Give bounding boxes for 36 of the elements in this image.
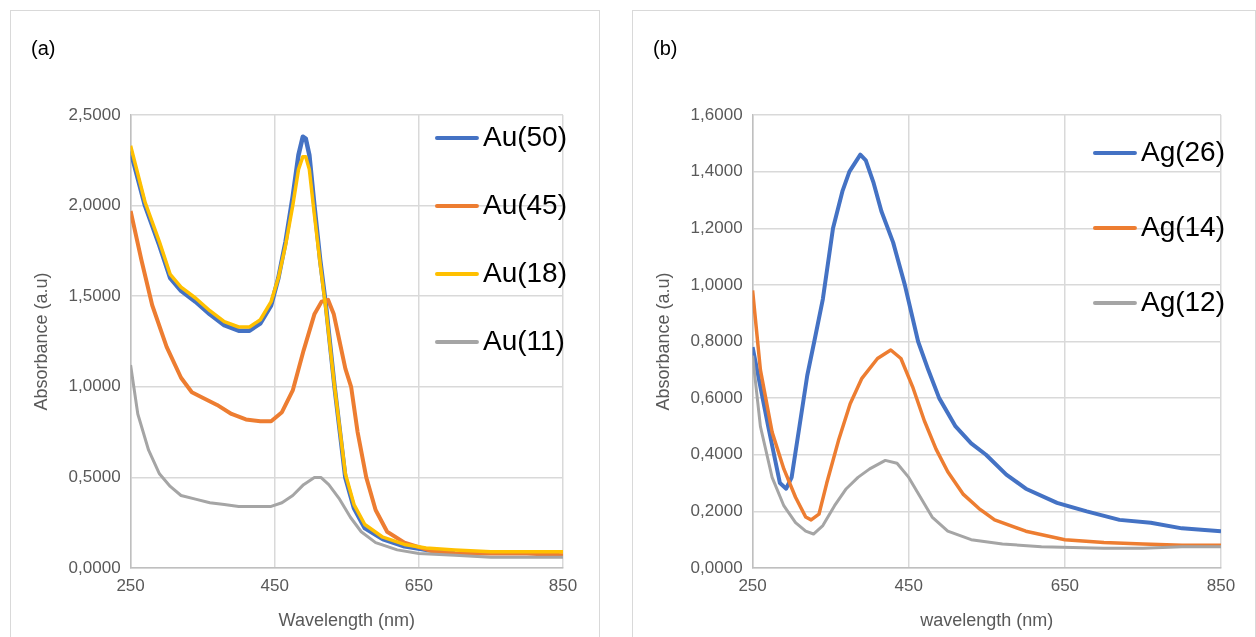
y-tick-label: 1,6000 xyxy=(690,104,743,124)
legend-label: Au(45) xyxy=(482,188,568,220)
y-tick-label: 0,2000 xyxy=(690,501,743,521)
y-tick-label: 0,8000 xyxy=(690,331,743,351)
y-tick-label: 1,5000 xyxy=(68,285,121,305)
x-tick-label: 850 xyxy=(1206,575,1236,595)
y-tick-label: 0,5000 xyxy=(68,467,121,487)
x-tick-label: 250 xyxy=(738,575,767,595)
chart-title: (a) xyxy=(31,36,56,59)
y-tick-label: 1,4000 xyxy=(690,161,743,181)
y-axis-title: Absorbance (a.u) xyxy=(30,272,51,411)
x-tick-label: 650 xyxy=(404,575,434,595)
legend-label: Au(50) xyxy=(482,120,568,152)
y-tick-label: 1,0000 xyxy=(690,274,743,294)
x-tick-label: 650 xyxy=(1050,575,1080,595)
y-tick-label: 0,6000 xyxy=(690,387,743,407)
y-tick-label: 0,0000 xyxy=(68,557,121,577)
legend-label: Ag(14) xyxy=(1140,210,1226,242)
y-tick-label: 1,0000 xyxy=(68,376,121,396)
y-tick-label: 1,2000 xyxy=(690,217,743,237)
x-tick-label: 450 xyxy=(894,575,923,595)
y-tick-label: 0,4000 xyxy=(690,444,743,464)
y-tick-label: 0,0000 xyxy=(690,557,743,577)
y-tick-label: 2,5000 xyxy=(68,104,121,124)
legend-label: Au(11) xyxy=(482,324,565,356)
y-tick-label: 2,0000 xyxy=(68,195,121,215)
y-axis-title: Absorbance (a.u) xyxy=(652,272,673,411)
legend-label: Ag(12) xyxy=(1140,285,1226,317)
chart-title: (b) xyxy=(653,36,678,59)
x-tick-label: 850 xyxy=(548,575,578,595)
x-axis-title: wavelength (nm) xyxy=(919,610,1054,631)
x-axis-title: Wavelength (nm) xyxy=(278,610,415,631)
x-tick-label: 450 xyxy=(260,575,289,595)
legend-label: Ag(26) xyxy=(1140,135,1226,167)
legend-label: Au(18) xyxy=(482,256,568,288)
x-tick-label: 250 xyxy=(116,575,145,595)
